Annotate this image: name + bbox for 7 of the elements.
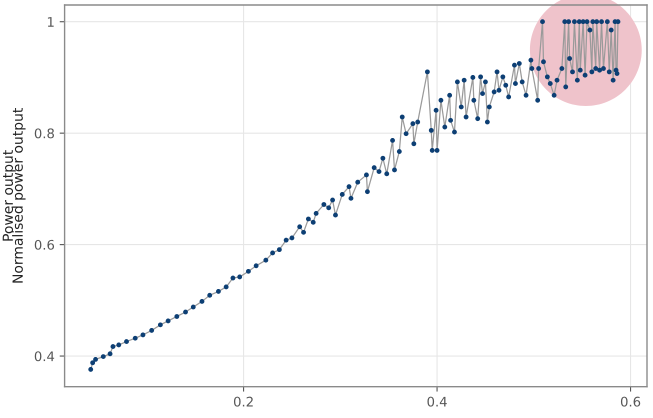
x-tick-label: 0.2 bbox=[234, 396, 253, 407]
x-tick-label: 0.4 bbox=[427, 396, 447, 407]
y-tick-label: 0.4 bbox=[34, 351, 54, 362]
y-tick-label: 0.6 bbox=[34, 240, 54, 250]
y-tick-label: 0.8 bbox=[34, 128, 54, 138]
x-tick-label: 0.6 bbox=[620, 396, 640, 407]
y-tick-label: 1 bbox=[48, 17, 54, 27]
